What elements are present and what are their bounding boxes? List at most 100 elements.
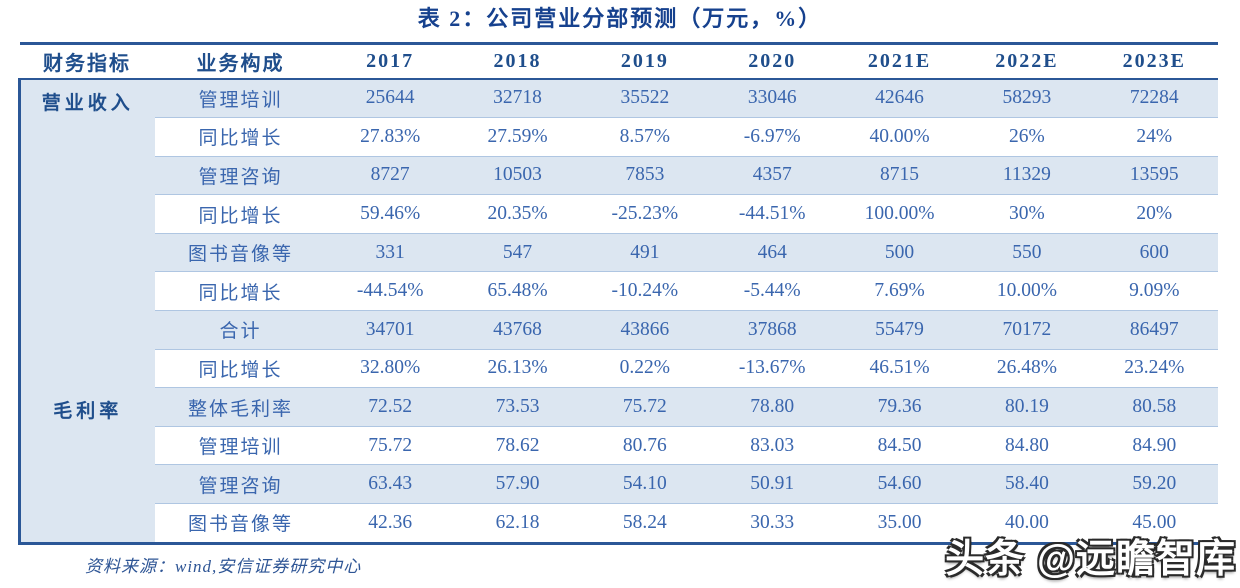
value-cell: 55479 <box>835 310 964 350</box>
value-cell: 35.00 <box>835 503 964 544</box>
value-cell: -5.44% <box>708 271 836 312</box>
value-cell: 30% <box>963 194 1091 234</box>
value-cell: -10.24% <box>581 271 709 312</box>
value-cell: 40.00% <box>835 117 964 157</box>
value-cell: 84.50 <box>835 426 964 466</box>
value-cell: 78.62 <box>453 426 582 466</box>
table-row: 营业收入 管理培训 25644 32718 35522 33046 42646 58293 72… <box>18 78 1218 388</box>
value-cell: 9.09% <box>1090 271 1218 312</box>
header-cell: 2019 <box>581 43 709 80</box>
value-cell: 35522 <box>581 78 709 119</box>
value-cell: 26.48% <box>963 349 1091 389</box>
source-note: 资料来源：wind,安信证券研究中心 <box>85 556 362 576</box>
header-cell: 2018 <box>453 43 582 80</box>
value-cell: -6.97% <box>708 117 836 157</box>
table-row: 图书音像等 42.36 62.18 58.24 30.33 35.00 40.00 45.00 <box>20 503 1218 544</box>
row-label-cell: 同比增长 <box>154 117 327 157</box>
value-cell: 32.80% <box>326 349 454 389</box>
row-label-cell: 同比增长 <box>154 349 327 389</box>
value-cell: 59.20 <box>1090 464 1218 505</box>
value-cell: 86497 <box>1090 310 1218 350</box>
header-cell: 2023E <box>1090 43 1218 80</box>
value-cell: 58.40 <box>963 464 1091 505</box>
value-cell: 27.59% <box>453 117 582 157</box>
value-cell: 80.58 <box>1090 387 1218 427</box>
value-cell: 26% <box>963 117 1091 157</box>
value-cell: 7.69% <box>835 271 964 312</box>
value-cell: 23.24% <box>1090 349 1218 389</box>
table-row: 同比增长 27.83% 27.59% 8.57% -6.97% 40.00% 26% 24% <box>20 117 1218 157</box>
value-cell: 7853 <box>581 156 709 196</box>
value-cell: 84.80 <box>963 426 1091 466</box>
value-cell: 24% <box>1090 117 1218 157</box>
value-cell: -44.54% <box>326 271 454 312</box>
value-cell: 25644 <box>326 78 454 119</box>
value-cell: -13.67% <box>708 349 836 389</box>
value-cell: 30.33 <box>708 503 836 544</box>
value-cell: 500 <box>835 233 964 273</box>
value-cell: 600 <box>1090 233 1218 273</box>
value-cell: 83.03 <box>708 426 836 466</box>
value-cell: 43866 <box>581 310 709 350</box>
value-cell: 37868 <box>708 310 836 350</box>
table-header-row: 财务指标 业务构成 2017 2018 2019 2020 2021E 2022E 2023E <box>19 43 1218 80</box>
row-label-cell: 管理咨询 <box>154 464 327 505</box>
row-label-cell: 管理培训 <box>154 426 327 466</box>
header-cell: 财务指标 <box>19 43 155 80</box>
table-title: 表 2：公司营业分部预测（万元，%） <box>417 6 823 31</box>
header-cell: 业务构成 <box>154 43 327 80</box>
row-label-cell: 图书音像等 <box>154 503 327 544</box>
row-label-cell: 管理培训 <box>154 78 327 119</box>
header-cell: 2020 <box>708 43 836 80</box>
segment-forecast-table: 财务指标 业务构成 2017 2018 2019 2020 2021E 2022E 2023E … <box>18 41 1218 545</box>
value-cell: 59.46% <box>326 194 454 234</box>
value-cell: 20.35% <box>453 194 582 234</box>
table-row: 合计 34701 43768 43866 37868 55479 70172 86497 <box>20 310 1218 350</box>
value-cell: 43768 <box>453 310 582 350</box>
table-row: 同比增长 59.46% 20.35% -25.23% -44.51% 100.00% 30%… <box>20 194 1218 234</box>
value-cell: -44.51% <box>708 194 836 234</box>
value-cell: 40.00 <box>963 503 1091 544</box>
value-cell: 70172 <box>963 310 1091 350</box>
value-cell: 65.48% <box>453 271 582 312</box>
group-label-cell: 毛利率 <box>18 387 155 544</box>
value-cell: 10.00% <box>963 271 1091 312</box>
table-row: 管理培训 75.72 78.62 80.76 83.03 84.50 84.80 84.90 <box>20 426 1218 466</box>
value-cell: 42.36 <box>326 503 454 544</box>
table-row: 同比增长 -44.54% 65.48% -10.24% -5.44% 7.69% 10.00… <box>20 271 1218 312</box>
value-cell: 8727 <box>326 156 454 196</box>
group-label-cell: 营业收入 <box>18 78 155 388</box>
value-cell: 79.36 <box>835 387 964 427</box>
table-row: 管理咨询 8727 10503 7853 4357 8715 11329 13595 <box>20 156 1218 196</box>
value-cell: 58293 <box>963 78 1091 119</box>
value-cell: 84.90 <box>1090 426 1218 466</box>
value-cell: 33046 <box>708 78 836 119</box>
value-cell: 75.72 <box>326 426 454 466</box>
header-cell: 2021E <box>835 43 964 80</box>
value-cell: 547 <box>453 233 582 273</box>
row-label-cell: 整体毛利率 <box>154 387 327 427</box>
row-label-cell: 同比增长 <box>154 271 327 312</box>
value-cell: 80.19 <box>963 387 1091 427</box>
value-cell: 11329 <box>963 156 1091 196</box>
value-cell: 57.90 <box>453 464 582 505</box>
value-cell: 34701 <box>326 310 454 350</box>
table-row: 图书音像等 331 547 491 464 500 550 600 <box>20 233 1218 273</box>
value-cell: 54.60 <box>835 464 964 505</box>
value-cell: 78.80 <box>708 387 836 427</box>
value-cell: 75.72 <box>581 387 709 427</box>
value-cell: 42646 <box>835 78 964 119</box>
value-cell: -25.23% <box>581 194 709 234</box>
value-cell: 62.18 <box>453 503 582 544</box>
value-cell: 46.51% <box>835 349 964 389</box>
table-row: 管理咨询 63.43 57.90 54.10 50.91 54.60 58.40 59.20 <box>20 464 1218 505</box>
value-cell: 8.57% <box>581 117 709 157</box>
table-row: 同比增长 32.80% 26.13% 0.22% -13.67% 46.51% 26.48%… <box>20 349 1218 389</box>
value-cell: 50.91 <box>708 464 836 505</box>
value-cell: 27.83% <box>326 117 454 157</box>
value-cell: 32718 <box>453 78 582 119</box>
value-cell: 550 <box>963 233 1091 273</box>
value-cell: 464 <box>708 233 836 273</box>
value-cell: 100.00% <box>835 194 964 234</box>
row-label-cell: 同比增长 <box>154 194 327 234</box>
